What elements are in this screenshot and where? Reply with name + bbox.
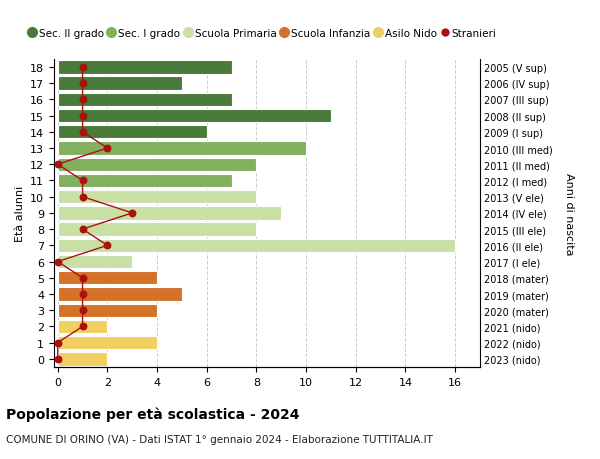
Point <box>78 226 88 233</box>
Bar <box>58 304 157 317</box>
Bar <box>58 158 256 172</box>
Point <box>78 80 88 88</box>
Point <box>78 323 88 330</box>
Point <box>53 161 62 168</box>
Point <box>78 112 88 120</box>
Point <box>53 258 62 266</box>
Point <box>78 307 88 314</box>
Bar <box>58 61 232 74</box>
Point <box>103 145 112 152</box>
Point <box>78 177 88 185</box>
Bar <box>58 110 331 123</box>
Point <box>78 64 88 72</box>
Bar <box>58 353 107 366</box>
Y-axis label: Anni di nascita: Anni di nascita <box>564 172 574 255</box>
Point <box>78 291 88 298</box>
Y-axis label: Età alunni: Età alunni <box>14 185 25 241</box>
Bar <box>58 142 306 155</box>
Point <box>78 96 88 104</box>
Bar <box>58 126 207 139</box>
Bar <box>58 190 256 204</box>
Bar <box>58 174 232 188</box>
Point <box>78 129 88 136</box>
Point <box>78 274 88 282</box>
Bar <box>58 239 455 252</box>
Point <box>103 242 112 250</box>
Text: Popolazione per età scolastica - 2024: Popolazione per età scolastica - 2024 <box>6 406 299 421</box>
Point <box>53 339 62 347</box>
Bar <box>58 272 157 285</box>
Bar <box>58 320 107 333</box>
Bar <box>58 336 157 350</box>
Point <box>53 355 62 363</box>
Bar <box>58 77 182 90</box>
Legend: Sec. II grado, Sec. I grado, Scuola Primaria, Scuola Infanzia, Asilo Nido, Stran: Sec. II grado, Sec. I grado, Scuola Prim… <box>25 25 500 43</box>
Point <box>78 194 88 201</box>
Bar <box>58 207 281 220</box>
Point <box>127 210 137 217</box>
Bar <box>58 94 232 107</box>
Bar <box>58 223 256 236</box>
Bar <box>58 288 182 301</box>
Text: COMUNE DI ORINO (VA) - Dati ISTAT 1° gennaio 2024 - Elaborazione TUTTITALIA.IT: COMUNE DI ORINO (VA) - Dati ISTAT 1° gen… <box>6 434 433 444</box>
Bar <box>58 255 132 269</box>
